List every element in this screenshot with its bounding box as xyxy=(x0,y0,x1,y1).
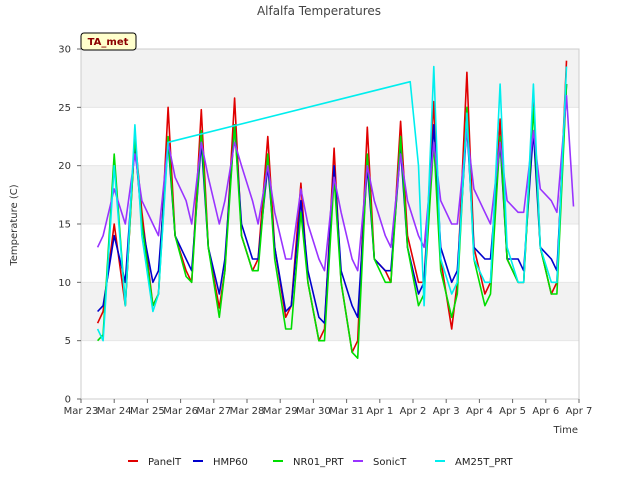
x-tick-label: Mar 23 xyxy=(64,406,99,417)
y-tick-label: 0 xyxy=(65,395,71,406)
x-tick-label: Apr 1 xyxy=(366,406,393,417)
grid-band xyxy=(81,340,579,399)
x-tick-label: Mar 24 xyxy=(97,406,132,417)
legend-label: SonicT xyxy=(373,457,407,468)
x-tick-label: Mar 28 xyxy=(230,406,265,417)
y-axis: 0 5 10 15 20 25 30 xyxy=(58,45,81,406)
grid-band xyxy=(81,49,579,108)
y-tick-label: 10 xyxy=(58,278,71,289)
site-tag-box xyxy=(80,32,137,51)
x-tick-label: Mar 27 xyxy=(196,406,231,417)
y-axis-title: Temperature (C) xyxy=(9,184,20,266)
x-tick-label: Apr 4 xyxy=(466,406,493,417)
x-tick-label: Apr 3 xyxy=(433,406,460,417)
x-tick-label: Mar 31 xyxy=(329,406,364,417)
series-line-hmp60 xyxy=(97,83,568,325)
legend: PanelT HMP60 NR01_PRT SonicT AM25T_PRT xyxy=(128,457,514,468)
x-tick-label: Mar 29 xyxy=(263,406,298,417)
chart-title: Alfalfa Temperatures xyxy=(257,4,381,18)
legend-label: HMP60 xyxy=(213,457,248,468)
x-tick-label: Mar 25 xyxy=(130,406,165,417)
grid-band xyxy=(81,282,579,341)
x-tick-label: Mar 30 xyxy=(296,406,331,417)
legend-label: PanelT xyxy=(148,457,182,468)
x-tick-label: Apr 5 xyxy=(499,406,526,417)
series-lines xyxy=(96,60,575,360)
legend-label: NR01_PRT xyxy=(293,457,344,468)
x-tick-label: Apr 6 xyxy=(532,406,559,417)
y-tick-label: 20 xyxy=(58,161,71,172)
site-tag-label: TA_met xyxy=(88,37,129,48)
site-tag: TA_met xyxy=(80,32,137,51)
y-tick-label: 30 xyxy=(58,45,71,56)
legend-label: AM25T_PRT xyxy=(455,457,514,468)
x-tick-label: Mar 26 xyxy=(163,406,198,417)
y-tick-label: 5 xyxy=(65,336,71,347)
grid-band xyxy=(81,107,579,166)
y-tick-label: 25 xyxy=(58,103,71,114)
x-tick-label: Apr 2 xyxy=(400,406,427,417)
y-tick-label: 15 xyxy=(58,220,71,231)
x-axis-title: Time xyxy=(553,425,578,436)
x-tick-label: Apr 7 xyxy=(566,406,593,417)
series-line-am25t-prt xyxy=(96,65,568,342)
